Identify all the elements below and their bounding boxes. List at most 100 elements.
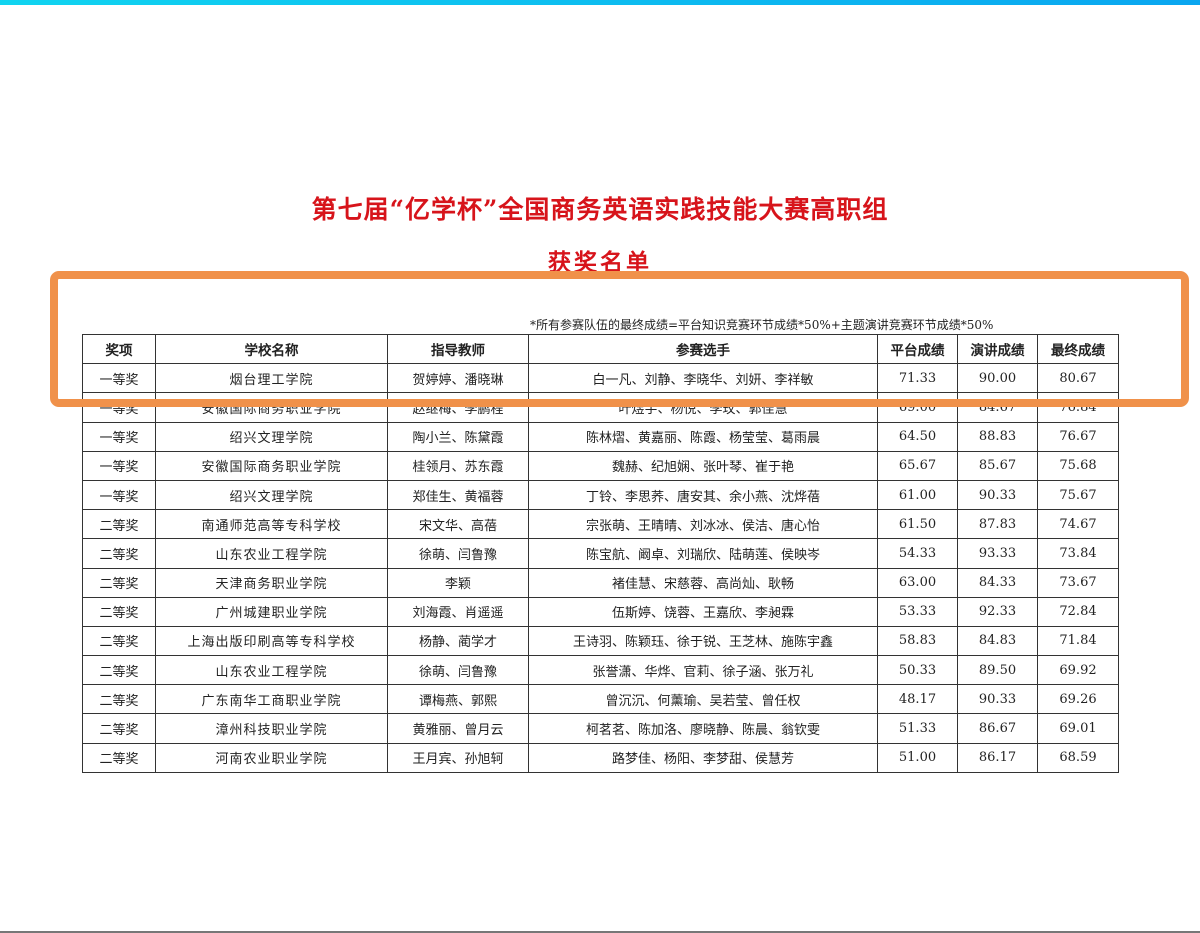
cell-contestants: 魏赫、纪旭娴、张叶琴、崔于艳 — [528, 450, 878, 481]
table-row: 二等奖 山东农业工程学院 徐萌、闫鲁豫 张誉潇、华烨、官莉、徐子涵、张万礼 50.33 8… — [82, 655, 1119, 686]
cell-school: 天津商务职业学院 — [155, 567, 388, 598]
table-row: 二等奖 南通师范高等专科学校 宋文华、高蓓 宗张萌、王晴晴、刘冰冰、侯洁、唐心怡 61.… — [82, 509, 1119, 540]
cell-speech-score: 87.83 — [957, 509, 1038, 540]
cell-coach: 贺婷婷、潘晓琳 — [387, 363, 529, 394]
cell-speech-score: 90.00 — [957, 363, 1038, 394]
top-accent-bar — [0, 0, 1200, 5]
cell-contestants: 白一凡、刘静、李晓华、刘妍、李祥敏 — [528, 363, 878, 394]
header-school: 学校名称 — [155, 333, 388, 365]
cell-speech-score: 85.67 — [957, 450, 1038, 481]
cell-platform-score: 61.00 — [877, 479, 958, 511]
cell-platform-score: 54.33 — [877, 538, 958, 569]
table-row: 一等奖 绍兴文理学院 郑佳生、黄福蓉 丁铃、李思荞、唐安其、余小燕、沈烨蓓 61.00 9… — [82, 479, 1119, 511]
cell-contestants: 柯茗茗、陈加洛、廖晓静、陈晨、翁钦雯 — [528, 713, 878, 744]
awards-table: 奖项 学校名称 指导教师 参赛选手 平台成绩 演讲成绩 最终成绩 一等奖 烟台理工学院 贺婷婷、… — [82, 333, 1119, 773]
cell-contestants: 张誉潇、华烨、官莉、徐子涵、张万礼 — [528, 655, 878, 686]
cell-coach: 赵继梅、李鹏程 — [387, 392, 529, 423]
cell-coach: 郑佳生、黄福蓉 — [387, 479, 529, 511]
cell-school: 山东农业工程学院 — [155, 538, 388, 569]
cell-coach: 谭梅燕、郭熙 — [387, 684, 529, 715]
cell-contestants: 褚佳慧、宋慈蓉、高尚灿、耿畅 — [528, 567, 878, 598]
cell-coach: 宋文华、高蓓 — [387, 509, 529, 540]
cell-platform-score: 48.17 — [877, 684, 958, 715]
cell-speech-score: 86.67 — [957, 713, 1038, 744]
cell-contestants: 路梦佳、杨阳、李梦甜、侯慧芳 — [528, 742, 878, 773]
header-platform-score: 平台成绩 — [877, 333, 958, 365]
page-subtitle: 获奖名单 — [548, 249, 652, 276]
cell-final-score: 73.67 — [1037, 567, 1119, 598]
cell-award: 一等奖 — [82, 479, 156, 511]
cell-contestants: 叶煜宇、杨悦、李玫、郭佳慧 — [528, 392, 878, 423]
header-final-score: 最终成绩 — [1037, 333, 1119, 365]
cell-final-score: 72.84 — [1037, 596, 1119, 627]
cell-coach: 刘海霞、肖遥遥 — [387, 596, 529, 627]
cell-contestants: 陈宝航、阚卓、刘瑞欣、陆萌莲、侯映岑 — [528, 538, 878, 569]
cell-platform-score: 69.00 — [877, 392, 958, 423]
page-title: 第七届“亿学杯”全国商务英语实践技能大赛高职组 — [311, 195, 889, 224]
cell-speech-score: 84.33 — [957, 567, 1038, 598]
cell-speech-score: 84.83 — [957, 625, 1038, 657]
cell-school: 安徽国际商务职业学院 — [155, 392, 388, 423]
cell-coach: 王月宾、孙旭轲 — [387, 742, 529, 773]
cell-final-score: 76.84 — [1037, 392, 1119, 423]
cell-award: 二等奖 — [82, 538, 156, 569]
cell-platform-score: 63.00 — [877, 567, 958, 598]
cell-contestants: 宗张萌、王晴晴、刘冰冰、侯洁、唐心怡 — [528, 509, 878, 540]
cell-coach: 徐萌、闫鲁豫 — [387, 538, 529, 569]
cell-contestants: 丁铃、李思荞、唐安其、余小燕、沈烨蓓 — [528, 479, 878, 511]
cell-award: 一等奖 — [82, 450, 156, 481]
cell-final-score: 69.01 — [1037, 713, 1119, 744]
cell-platform-score: 51.00 — [877, 742, 958, 773]
cell-final-score: 80.67 — [1037, 363, 1119, 394]
cell-speech-score: 89.50 — [957, 655, 1038, 686]
cell-award: 二等奖 — [82, 509, 156, 540]
cell-platform-score: 51.33 — [877, 713, 958, 744]
table-row: 一等奖 安徽国际商务职业学院 桂领月、苏东霞 魏赫、纪旭娴、张叶琴、崔于艳 65.67 8… — [82, 450, 1119, 481]
header-coach: 指导教师 — [387, 333, 529, 365]
cell-award: 一等奖 — [82, 363, 156, 394]
header-speech-score: 演讲成绩 — [957, 333, 1038, 365]
cell-school: 烟台理工学院 — [155, 363, 388, 394]
cell-platform-score: 50.33 — [877, 655, 958, 686]
table-header-row: 奖项 学校名称 指导教师 参赛选手 平台成绩 演讲成绩 最终成绩 — [82, 333, 1119, 365]
cell-platform-score: 58.83 — [877, 625, 958, 657]
table-row: 二等奖 漳州科技职业学院 黄雅丽、曾月云 柯茗茗、陈加洛、廖晓静、陈晨、翁钦雯 51.3… — [82, 713, 1119, 744]
cell-coach: 陶小兰、陈黛霞 — [387, 421, 529, 452]
cell-award: 二等奖 — [82, 655, 156, 686]
cell-speech-score: 88.83 — [957, 421, 1038, 452]
cell-contestants: 曾沉沉、何薰瑜、吴若莹、曾任权 — [528, 684, 878, 715]
table-row: 二等奖 河南农业职业学院 王月宾、孙旭轲 路梦佳、杨阳、李梦甜、侯慧芳 51.00 86.… — [82, 742, 1119, 773]
cell-school: 广州城建职业学院 — [155, 596, 388, 627]
cell-award: 一等奖 — [82, 421, 156, 452]
cell-coach: 黄雅丽、曾月云 — [387, 713, 529, 744]
table-row: 一等奖 烟台理工学院 贺婷婷、潘晓琳 白一凡、刘静、李晓华、刘妍、李祥敏 71.33 90… — [82, 363, 1119, 394]
cell-final-score: 75.68 — [1037, 450, 1119, 481]
cell-coach: 徐萌、闫鲁豫 — [387, 655, 529, 686]
cell-platform-score: 61.50 — [877, 509, 958, 540]
bottom-divider — [0, 931, 1200, 933]
cell-award: 二等奖 — [82, 596, 156, 627]
cell-platform-score: 64.50 — [877, 421, 958, 452]
cell-award: 二等奖 — [82, 684, 156, 715]
cell-speech-score: 90.33 — [957, 479, 1038, 511]
cell-award: 二等奖 — [82, 625, 156, 657]
table-row: 一等奖 安徽国际商务职业学院 赵继梅、李鹏程 叶煜宇、杨悦、李玫、郭佳慧 69.00 84… — [82, 392, 1119, 423]
cell-award: 二等奖 — [82, 742, 156, 773]
cell-speech-score: 92.33 — [957, 596, 1038, 627]
cell-award: 二等奖 — [82, 567, 156, 598]
cell-speech-score: 86.17 — [957, 742, 1038, 773]
table-row: 二等奖 上海出版印刷高等专科学校 杨静、蔺学才 王诗羽、陈颖珏、徐于锐、王芝林、施陈宇… — [82, 625, 1119, 657]
cell-coach: 桂领月、苏东霞 — [387, 450, 529, 481]
cell-final-score: 69.92 — [1037, 655, 1119, 686]
cell-coach: 李颖 — [387, 567, 529, 598]
table-row: 二等奖 天津商务职业学院 李颖 褚佳慧、宋慈蓉、高尚灿、耿畅 63.00 84.33 73.… — [82, 567, 1119, 598]
cell-school: 山东农业工程学院 — [155, 655, 388, 686]
header-contestants: 参赛选手 — [528, 333, 878, 365]
cell-contestants: 伍斯婷、饶蓉、王嘉欣、李昶霖 — [528, 596, 878, 627]
table-row: 二等奖 广州城建职业学院 刘海霞、肖遥遥 伍斯婷、饶蓉、王嘉欣、李昶霖 53.33 92.… — [82, 596, 1119, 627]
cell-speech-score: 93.33 — [957, 538, 1038, 569]
cell-final-score: 75.67 — [1037, 479, 1119, 511]
table-row: 二等奖 山东农业工程学院 徐萌、闫鲁豫 陈宝航、阚卓、刘瑞欣、陆萌莲、侯映岑 54.33… — [82, 538, 1119, 569]
cell-school: 上海出版印刷高等专科学校 — [155, 625, 388, 657]
cell-speech-score: 90.33 — [957, 684, 1038, 715]
